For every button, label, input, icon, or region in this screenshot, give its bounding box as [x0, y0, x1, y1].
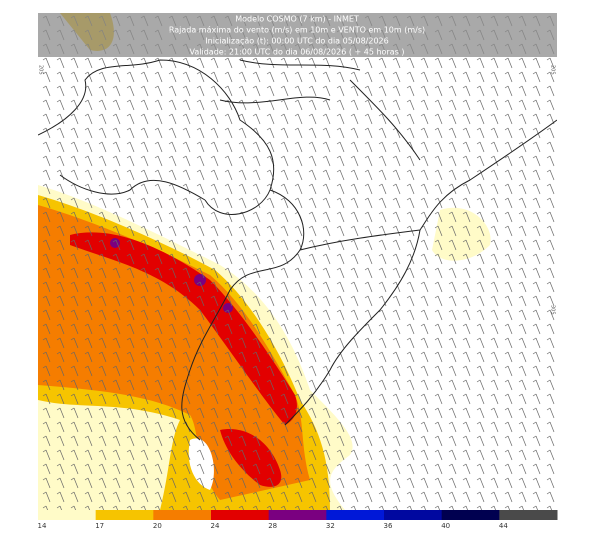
wind-barbs — [38, 13, 557, 510]
header-line: Modelo COSMO (7 km) - INMET — [235, 15, 359, 24]
colorbar-segment — [38, 510, 97, 520]
colorbar-label: 36 — [384, 522, 393, 530]
colorbar: 14 17 20 24 28 32 36 40 44 — [38, 510, 558, 530]
colorbar-label: 44 — [499, 522, 508, 530]
header-line: Inicialização (t): 00:00 UTC do dia 05/0… — [205, 37, 388, 46]
header-band — [38, 13, 557, 57]
lat-label: 20S — [38, 65, 44, 75]
colorbar-segment — [326, 510, 385, 520]
colorbar-label: 17 — [95, 522, 104, 530]
colorbar-label: 28 — [268, 522, 277, 530]
lat-label: 20S — [550, 65, 556, 75]
colorbar-label: 40 — [441, 522, 450, 530]
colorbar-segment — [441, 510, 500, 520]
header-line: Validade: 21:00 UTC do dia 06/08/2026 ( … — [190, 48, 405, 57]
colorbar-label: 20 — [153, 522, 162, 530]
colorbar-segment — [95, 510, 154, 520]
colorbar-segment — [211, 510, 270, 520]
map-area — [38, 13, 557, 510]
colorbar-label: 24 — [211, 522, 220, 530]
colorbar-label: 32 — [326, 522, 335, 530]
header-line: Rajada máxima do vento (m/s) em 10m e VE… — [169, 26, 425, 35]
lat-label: 30S — [550, 305, 556, 315]
colorbar-segment — [499, 510, 558, 520]
colorbar-segment — [268, 510, 327, 520]
colorbar-segment — [384, 510, 443, 520]
colorbar-label: 14 — [38, 522, 47, 530]
borders — [38, 59, 557, 441]
colorbar-segment — [153, 510, 212, 520]
